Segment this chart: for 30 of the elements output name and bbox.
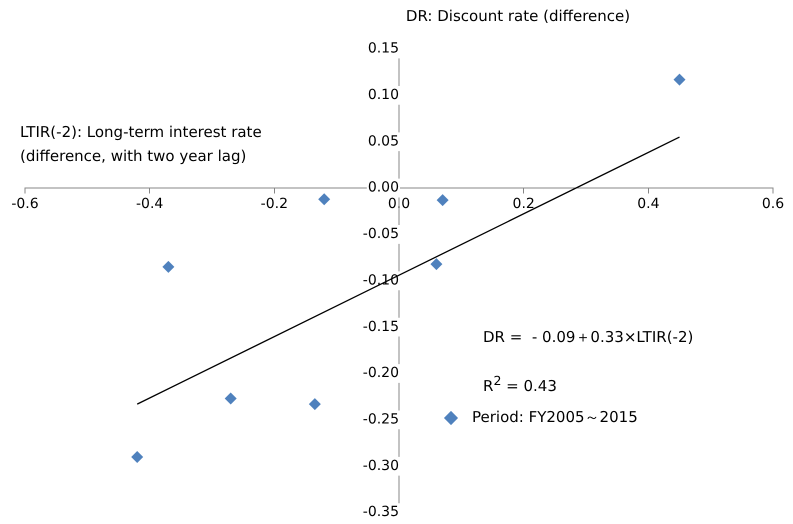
x-tick-label: 0.2 [512, 196, 535, 212]
point [674, 74, 686, 86]
legend-label: Period: FY2005～2015 [472, 408, 638, 427]
y-tick-label: 0.10 [368, 87, 399, 103]
x-tick-label: -0.6 [11, 196, 39, 212]
y-tick-label: -0.05 [362, 226, 399, 242]
y-tick-label: -0.35 [362, 504, 399, 520]
point [318, 193, 330, 206]
x-tick-label: -0.4 [136, 196, 164, 212]
x-tick-label: -0.2 [260, 196, 288, 212]
point [162, 260, 174, 273]
y-tick-label: -0.30 [362, 458, 399, 474]
y-tick-label: 0.15 [368, 40, 399, 57]
annotation: DR = - 0.09＋0.33×LTIR(-2) [483, 327, 694, 348]
point [131, 450, 144, 463]
y-tick-label: 0.05 [368, 133, 399, 150]
y-axis-title: DR: Discount rate (difference) [406, 6, 630, 27]
point [224, 392, 237, 405]
annotation: R$^{2}$ = 0.43 [483, 372, 557, 397]
y-tick-label: -0.20 [362, 365, 399, 382]
point [308, 398, 321, 410]
y-tick-label: 0.00 [368, 180, 399, 196]
y-tick-label: -0.25 [362, 412, 399, 428]
point [430, 258, 442, 270]
x-tick-label: 0.6 [762, 196, 784, 212]
x-tick-label: 0.0 [388, 196, 410, 212]
point [436, 194, 449, 206]
x-tick-label: 0.4 [637, 196, 660, 212]
y-tick-label: -0.15 [362, 318, 399, 335]
x-axis-title: LTIR(-2): Long-term interest rate (difference, with two year lag) [20, 122, 262, 167]
